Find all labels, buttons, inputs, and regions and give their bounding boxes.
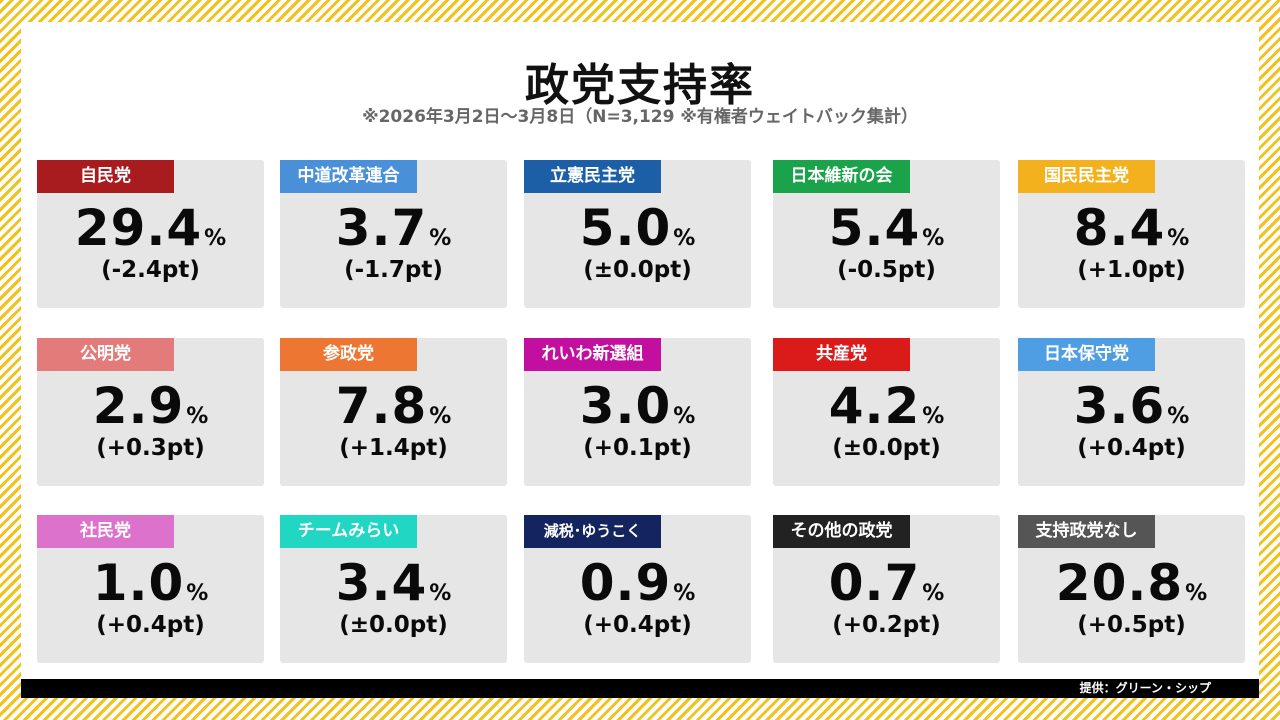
party-name-label: チームみらい xyxy=(280,515,417,548)
party-card: 中道改革連合 3.7% (-1.7pt) xyxy=(280,160,507,308)
support-rate-number: 8.4 xyxy=(1073,199,1166,257)
support-rate-number: 3.6 xyxy=(1073,377,1166,435)
support-rate-number: 5.0 xyxy=(579,199,672,257)
support-rate-number: 0.9 xyxy=(579,554,672,612)
support-rate-value: 3.4% xyxy=(280,555,507,623)
support-rate-value: 1.0% xyxy=(37,555,264,623)
support-rate-number: 0.7 xyxy=(828,554,921,612)
party-name-label: 立憲民主党 xyxy=(524,160,661,193)
support-rate-number: 20.8 xyxy=(1055,554,1184,612)
percent-unit: % xyxy=(1167,404,1190,429)
support-rate-value: 3.7% xyxy=(280,200,507,268)
party-card: 国民民主党 8.4% (+1.0pt) xyxy=(1018,160,1245,308)
party-card: 社民党 1.0% (+0.4pt) xyxy=(37,515,264,663)
support-rate-value: 4.2% xyxy=(773,378,1000,446)
change-value: (+0.4pt) xyxy=(583,612,692,638)
percent-unit: % xyxy=(186,404,209,429)
party-name-label: 日本保守党 xyxy=(1018,338,1155,371)
party-name-label: 公明党 xyxy=(37,338,174,371)
support-rate-number: 5.4 xyxy=(828,199,921,257)
party-card: 支持政党なし 20.8% (+0.5pt) xyxy=(1018,515,1245,663)
percent-unit: % xyxy=(186,581,209,606)
party-name-label: れいわ新選組 xyxy=(524,338,661,371)
support-rate-number: 2.9 xyxy=(92,377,185,435)
percent-unit: % xyxy=(1185,581,1208,606)
party-card: 参政党 7.8% (+1.4pt) xyxy=(280,338,507,486)
change-value: (+0.5pt) xyxy=(1077,612,1186,638)
percent-unit: % xyxy=(922,226,945,251)
support-rate-value: 5.0% xyxy=(524,200,751,268)
percent-unit: % xyxy=(673,404,696,429)
change-value: (+0.4pt) xyxy=(1077,435,1186,461)
support-rate-number: 7.8 xyxy=(335,377,428,435)
percent-unit: % xyxy=(922,404,945,429)
percent-unit: % xyxy=(1167,226,1190,251)
party-name-label: 参政党 xyxy=(280,338,417,371)
credit-text: 提供：グリーン・シップ xyxy=(1079,681,1211,695)
party-card: れいわ新選組 3.0% (+0.1pt) xyxy=(524,338,751,486)
footer-bar: 提供：グリーン・シップ xyxy=(21,679,1259,698)
change-value: (+1.0pt) xyxy=(1077,257,1186,283)
change-value: (-2.4pt) xyxy=(101,257,200,283)
support-rate-value: 0.7% xyxy=(773,555,1000,623)
party-card: チームみらい 3.4% (±0.0pt) xyxy=(280,515,507,663)
party-card: 減税･ゆうこく 0.9% (+0.4pt) xyxy=(524,515,751,663)
party-card: 日本保守党 3.6% (+0.4pt) xyxy=(1018,338,1245,486)
party-card: 立憲民主党 5.0% (±0.0pt) xyxy=(524,160,751,308)
party-card: その他の政党 0.7% (+0.2pt) xyxy=(773,515,1000,663)
support-rate-value: 0.9% xyxy=(524,555,751,623)
percent-unit: % xyxy=(429,226,452,251)
support-rate-number: 3.0 xyxy=(579,377,672,435)
change-value: (±0.0pt) xyxy=(583,257,692,283)
party-card: 自民党 29.4% (-2.4pt) xyxy=(37,160,264,308)
support-rate-value: 2.9% xyxy=(37,378,264,446)
support-rate-number: 3.7 xyxy=(335,199,428,257)
support-rate-value: 20.8% xyxy=(1018,555,1245,623)
change-value: (+1.4pt) xyxy=(339,435,448,461)
change-value: (+0.2pt) xyxy=(832,612,941,638)
change-value: (+0.4pt) xyxy=(96,612,205,638)
percent-unit: % xyxy=(429,581,452,606)
party-name-label: 日本維新の会 xyxy=(773,160,910,193)
support-rate-number: 1.0 xyxy=(92,554,185,612)
party-name-label: 中道改革連合 xyxy=(280,160,417,193)
change-value: (-0.5pt) xyxy=(837,257,936,283)
support-rate-value: 3.6% xyxy=(1018,378,1245,446)
party-name-label: 自民党 xyxy=(37,160,174,193)
support-rate-number: 3.4 xyxy=(335,554,428,612)
percent-unit: % xyxy=(673,226,696,251)
party-card: 共産党 4.2% (±0.0pt) xyxy=(773,338,1000,486)
support-rate-number: 29.4 xyxy=(74,199,203,257)
party-name-label: 減税･ゆうこく xyxy=(524,515,661,548)
page-title: 政党支持率 xyxy=(525,60,755,111)
change-value: (±0.0pt) xyxy=(339,612,448,638)
percent-unit: % xyxy=(673,581,696,606)
change-value: (-1.7pt) xyxy=(344,257,443,283)
change-value: (+0.1pt) xyxy=(583,435,692,461)
percent-unit: % xyxy=(922,581,945,606)
party-name-label: 共産党 xyxy=(773,338,910,371)
support-rate-value: 3.0% xyxy=(524,378,751,446)
party-name-label: 国民民主党 xyxy=(1018,160,1155,193)
support-rate-number: 4.2 xyxy=(828,377,921,435)
party-name-label: 支持政党なし xyxy=(1018,515,1155,548)
support-rate-value: 7.8% xyxy=(280,378,507,446)
support-rate-value: 29.4% xyxy=(37,200,264,268)
percent-unit: % xyxy=(204,226,227,251)
survey-note: ※2026年3月2日〜3月8日（N=3,129 ※有権者ウェイトバック集計） xyxy=(362,107,918,127)
party-name-label: 社民党 xyxy=(37,515,174,548)
support-rate-value: 8.4% xyxy=(1018,200,1245,268)
percent-unit: % xyxy=(429,404,452,429)
change-value: (+0.3pt) xyxy=(96,435,205,461)
support-rate-value: 5.4% xyxy=(773,200,1000,268)
party-card: 日本維新の会 5.4% (-0.5pt) xyxy=(773,160,1000,308)
party-name-label: その他の政党 xyxy=(773,515,910,548)
change-value: (±0.0pt) xyxy=(832,435,941,461)
main-panel: 政党支持率 ※2026年3月2日〜3月8日（N=3,129 ※有権者ウェイトバッ… xyxy=(21,22,1259,690)
party-card: 公明党 2.9% (+0.3pt) xyxy=(37,338,264,486)
